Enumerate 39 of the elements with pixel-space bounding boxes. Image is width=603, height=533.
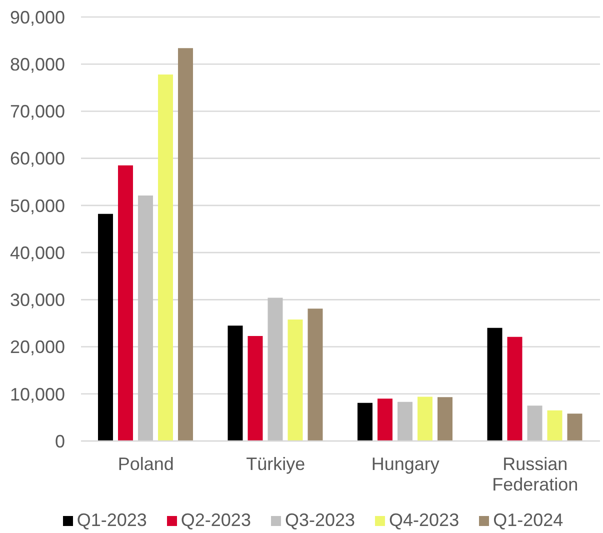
- bar: [228, 326, 243, 441]
- bar: [308, 308, 323, 441]
- y-tick-label: 0: [54, 431, 65, 452]
- bar: [487, 328, 502, 441]
- y-tick-label: 40,000: [10, 242, 65, 263]
- y-tick-label: 80,000: [10, 54, 65, 74]
- bar: [418, 396, 432, 441]
- bar: [567, 414, 582, 441]
- y-tick-label: 50,000: [10, 196, 65, 216]
- legend-label: Q3-2023: [284, 510, 356, 530]
- bar: [507, 336, 522, 441]
- bar: [527, 406, 542, 441]
- y-tick-label: 30,000: [10, 290, 65, 310]
- y-tick-label: 10,000: [10, 384, 65, 404]
- x-tick-label: Hungary: [371, 454, 440, 474]
- y-tick-label: 90,000: [10, 7, 65, 28]
- bar: [288, 319, 303, 441]
- legend-label: Q4-2023: [389, 510, 460, 530]
- bar: [138, 196, 153, 441]
- y-tick-label: 60,000: [10, 148, 65, 169]
- bar: [178, 48, 193, 441]
- bar: [438, 397, 452, 441]
- bar: [98, 214, 113, 441]
- x-tick-label: Türkiye: [246, 454, 306, 474]
- bar: [378, 398, 392, 441]
- bar: [547, 410, 562, 441]
- legend-label: Q1-2024: [493, 510, 564, 530]
- bar: [158, 74, 173, 441]
- bar: [398, 402, 412, 441]
- y-tick-label: 70,000: [10, 102, 65, 122]
- y-tick-label: 20,000: [10, 337, 65, 358]
- bar: [118, 165, 133, 441]
- legend-label: Q2-2023: [180, 510, 251, 530]
- bar: [268, 298, 283, 441]
- x-tick-label: Russian Federation: [492, 454, 578, 494]
- bar: [358, 402, 372, 441]
- bar: [248, 336, 263, 441]
- legend-label: Q1-2023: [76, 510, 147, 530]
- x-tick-label: Poland: [118, 454, 174, 474]
